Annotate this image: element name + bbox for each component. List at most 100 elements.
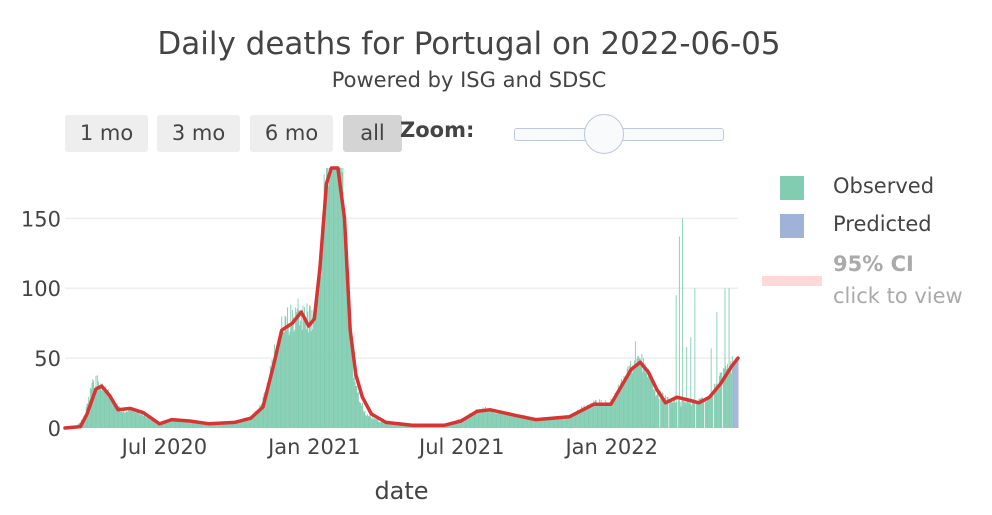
observed-bar: [207, 423, 209, 428]
observed-bar: [258, 409, 260, 428]
observed-bar: [624, 382, 626, 428]
observed-bar: [352, 360, 354, 428]
legend-predicted-swatch[interactable]: [780, 214, 804, 238]
legend-ci-hint[interactable]: click to view: [833, 284, 963, 308]
observed-bar: [453, 422, 455, 428]
observed-bar: [139, 414, 141, 428]
observed-bar: [262, 397, 264, 428]
range-button-3mo[interactable]: 3 mo: [157, 115, 240, 152]
observed-bar: [547, 419, 549, 428]
legend-observed-swatch[interactable]: [780, 176, 804, 200]
observed-bar: [220, 423, 222, 428]
observed-bar: [124, 412, 125, 428]
observed-bar: [374, 418, 376, 428]
observed-bar: [432, 425, 433, 428]
zoom-slider-handle[interactable]: [584, 114, 624, 154]
observed-bar: [572, 415, 574, 428]
observed-bar: [702, 398, 704, 428]
observed-bar: [189, 420, 191, 428]
range-button-all[interactable]: all: [343, 115, 402, 152]
observed-bar: [173, 419, 175, 428]
observed-bar: [559, 417, 561, 428]
observed-bar: [678, 399, 680, 428]
observed-bar: [658, 399, 660, 428]
observed-bar: [600, 400, 602, 428]
observed-bar: [332, 168, 334, 428]
observed-bar: [145, 416, 147, 428]
observed-bar: [518, 417, 520, 428]
observed-bar: [492, 410, 494, 428]
observed-bar: [581, 407, 583, 428]
observed-bar: [459, 419, 461, 428]
observed-bar: [609, 402, 611, 428]
observed-bar: [423, 424, 424, 428]
observed-bar: [207, 423, 209, 428]
observed-bar: [430, 424, 432, 428]
observed-bar: [418, 425, 420, 428]
observed-bar: [587, 408, 589, 428]
legend-observed-label[interactable]: Observed: [833, 174, 935, 198]
observed-bar: [687, 399, 688, 428]
observed-bar: [97, 375, 99, 428]
observed-bar: [661, 400, 662, 428]
observed-bar: [433, 424, 435, 428]
observed-bar: [451, 421, 453, 428]
observed-bar: [535, 417, 537, 428]
observed-bar: [252, 415, 254, 428]
observed-bar: [363, 412, 365, 428]
observed-bar: [546, 418, 548, 428]
observed-bar: [129, 410, 131, 428]
observed-bar: [603, 403, 605, 428]
observed-bar: [697, 403, 699, 428]
observed-bar: [346, 268, 348, 428]
observed-bar: [211, 424, 213, 428]
predicted-bar: [735, 360, 737, 428]
observed-bar: [304, 307, 306, 428]
observed-bar: [119, 406, 121, 428]
observed-bar: [324, 192, 326, 428]
observed-bar: [366, 415, 367, 428]
observed-bar: [696, 402, 698, 428]
observed-bar: [569, 416, 571, 428]
range-button-6mo[interactable]: 6 mo: [250, 115, 333, 152]
observed-bar: [376, 419, 378, 428]
observed-bar: [584, 408, 586, 428]
observed-bar: [694, 288, 696, 428]
observed-bar: [652, 388, 654, 428]
observed-bar: [112, 401, 114, 428]
observed-bar: [382, 422, 384, 428]
observed-bar: [685, 403, 687, 428]
legend-predicted-label[interactable]: Predicted: [833, 212, 932, 236]
observed-bar: [565, 416, 567, 428]
observed-bar: [128, 408, 130, 428]
observed-bar: [397, 423, 399, 428]
observed-bar: [190, 422, 192, 428]
observed-bar: [89, 400, 90, 428]
observed-bar: [251, 414, 253, 428]
observed-bar: [558, 416, 560, 428]
observed-bar: [511, 414, 512, 428]
observed-bar: [82, 419, 84, 428]
range-button-1mo[interactable]: 1 mo: [65, 115, 148, 152]
legend-ci-title[interactable]: 95% CI: [833, 252, 914, 276]
observed-bar: [393, 424, 395, 428]
observed-bar: [204, 424, 206, 428]
legend-ci-swatch[interactable]: [762, 276, 822, 286]
observed-bar: [591, 406, 593, 428]
observed-bar: [177, 420, 178, 428]
observed-bar: [571, 415, 573, 428]
observed-bar: [118, 406, 120, 428]
observed-bar: [534, 418, 536, 428]
observed-bar: [286, 329, 288, 428]
observed-bar: [392, 423, 394, 428]
observed-bar: [311, 309, 313, 428]
observed-bar: [462, 419, 464, 428]
observed-bar: [692, 399, 694, 428]
observed-bar: [225, 423, 227, 428]
observed-bar: [261, 403, 263, 428]
observed-bar: [519, 416, 521, 428]
observed-bar: [191, 422, 193, 428]
observed-bar: [206, 423, 208, 428]
observed-bar: [208, 424, 210, 428]
observed-bar: [171, 420, 173, 428]
